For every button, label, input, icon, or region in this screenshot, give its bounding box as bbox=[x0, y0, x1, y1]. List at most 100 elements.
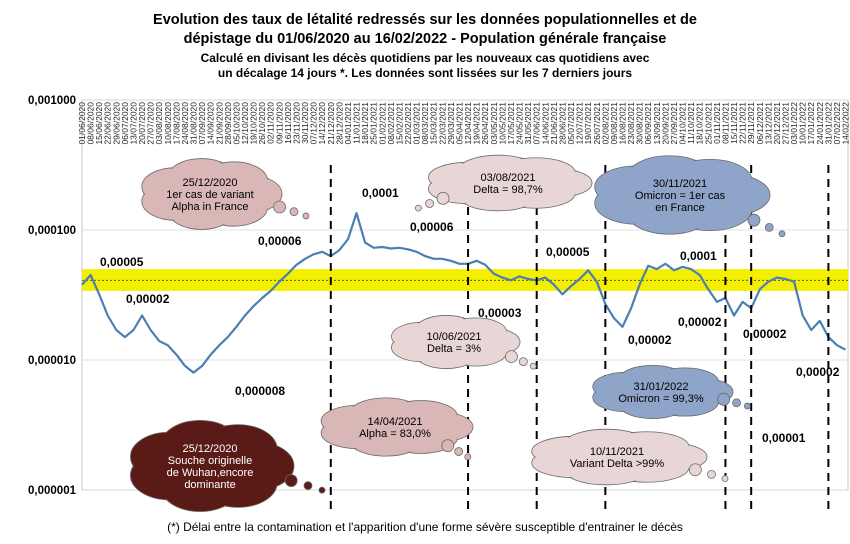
cloud-tail-bubble bbox=[778, 230, 786, 238]
x-tick-label: 16/08/2021 bbox=[617, 102, 627, 145]
x-tick-label: 03/05/2021 bbox=[489, 102, 499, 145]
data-label: 0,00005 bbox=[100, 255, 144, 269]
cloud-tail-bubble bbox=[529, 362, 537, 370]
data-label: 0,00002 bbox=[628, 333, 672, 347]
cloud-text: 03/08/2021 bbox=[480, 172, 535, 184]
x-tick-label: 30/08/2021 bbox=[635, 102, 645, 145]
cloud-core bbox=[159, 171, 261, 217]
x-tick-label: 26/10/2020 bbox=[257, 102, 267, 145]
x-tick-label: 17/01/2022 bbox=[806, 102, 816, 145]
cloud-text: 30/11/2021 bbox=[653, 178, 707, 190]
x-tick-label: 07/06/2021 bbox=[532, 102, 542, 145]
cloud-core bbox=[617, 170, 743, 220]
cloud-text: en France bbox=[655, 202, 705, 214]
cloud-text: 10/11/2021 bbox=[590, 446, 644, 458]
x-tick-label: 18/10/2021 bbox=[695, 102, 705, 145]
cloud-text: Delta = 98,7% bbox=[473, 184, 543, 196]
cloud-core bbox=[340, 408, 450, 446]
x-tick-label: 15/02/2021 bbox=[394, 102, 404, 145]
x-tick-label: 10/08/2020 bbox=[163, 102, 173, 145]
cloud-tail-bubble bbox=[747, 213, 761, 227]
data-label: 0,00003 bbox=[478, 306, 522, 320]
y-tick-label: 0,000010 bbox=[28, 355, 76, 367]
x-tick-label: 20/07/2020 bbox=[137, 102, 147, 145]
x-tick-label: 19/07/2021 bbox=[583, 102, 593, 145]
x-tick-label: 03/08/2020 bbox=[154, 102, 164, 145]
cloud-text: 31/01/2022 bbox=[633, 381, 688, 393]
cloud-tail-bubble bbox=[302, 212, 310, 220]
cloud-text: Souche originelle bbox=[168, 455, 252, 467]
x-tick-label: 24/05/2021 bbox=[515, 102, 525, 145]
cloud-tail-bubble bbox=[464, 453, 472, 461]
cloud-tail-bubble bbox=[764, 222, 774, 232]
cloud-text: Delta = 3% bbox=[427, 343, 481, 355]
x-tick-label: 05/10/2020 bbox=[231, 102, 241, 145]
cloud-text: 25/12/2020 bbox=[182, 177, 237, 189]
x-tick-label: 20/09/2021 bbox=[660, 102, 670, 145]
data-label: 0,00005 bbox=[546, 245, 590, 259]
x-tick-label: 15/03/2021 bbox=[429, 102, 439, 145]
data-label: 0,000008 bbox=[235, 384, 285, 398]
x-tick-label: 07/12/2020 bbox=[309, 102, 319, 145]
data-label: 0,00002 bbox=[743, 327, 787, 341]
x-tick-label: 20/12/2021 bbox=[772, 102, 782, 145]
cloud-tail-bubble bbox=[425, 199, 435, 208]
x-tick-label: 13/07/2020 bbox=[128, 102, 138, 145]
chart-title-line2: dépistage du 01/06/2020 au 16/02/2022 - … bbox=[183, 31, 667, 47]
cloud-tail-bubble bbox=[505, 350, 518, 364]
x-tick-label: 12/10/2020 bbox=[240, 102, 250, 145]
cloud-tail-bubble bbox=[721, 475, 729, 483]
x-tick-label: 08/03/2021 bbox=[420, 102, 430, 145]
x-tick-label: 06/12/2021 bbox=[755, 102, 765, 145]
x-tick-label: 16/11/2020 bbox=[283, 102, 293, 144]
cloud-tail-bubble bbox=[303, 481, 313, 491]
cloud-tail-bubble bbox=[717, 392, 731, 406]
x-tick-label: 10/05/2021 bbox=[497, 102, 507, 145]
data-label: 0,00001 bbox=[762, 431, 806, 445]
x-tick-label: 08/02/2021 bbox=[386, 102, 396, 145]
cloud-text: Variant Delta >99% bbox=[570, 458, 664, 470]
x-tick-label: 23/08/2021 bbox=[626, 102, 636, 145]
x-tick-label: 22/06/2020 bbox=[103, 102, 113, 145]
x-tick-label: 29/03/2021 bbox=[446, 102, 456, 145]
cloud-core bbox=[407, 325, 501, 359]
x-tick-label: 01/11/2021 bbox=[712, 102, 722, 144]
x-tick-label: 22/03/2021 bbox=[437, 102, 447, 145]
cloud-tail-bubble bbox=[688, 463, 702, 477]
cloud-tail-bubble bbox=[284, 474, 298, 488]
cloud-core bbox=[151, 437, 269, 495]
x-tick-label: 02/08/2021 bbox=[600, 102, 610, 145]
cloud-text: 14/04/2021 bbox=[367, 416, 422, 428]
cloud-text: dominante bbox=[184, 479, 235, 491]
x-tick-label: 07/09/2020 bbox=[197, 102, 207, 145]
x-tick-label: 31/05/2021 bbox=[523, 102, 533, 145]
x-tick-label: 12/04/2021 bbox=[463, 102, 473, 145]
chart-subtitle-line2: un décalage 14 jours *. Les données sont… bbox=[217, 66, 633, 80]
x-tick-label: 25/01/2021 bbox=[369, 102, 379, 145]
x-tick-label: 29/11/2021 bbox=[746, 102, 756, 144]
x-tick-label: 31/08/2020 bbox=[189, 102, 199, 145]
x-tick-label: 14/02/2022 bbox=[841, 102, 850, 145]
x-tick-label: 26/07/2021 bbox=[592, 102, 602, 145]
x-tick-label: 14/12/2020 bbox=[317, 102, 327, 145]
data-label: 0,00006 bbox=[410, 220, 454, 234]
cloud-text: 1er cas de variant bbox=[166, 189, 253, 201]
cloud-core bbox=[449, 165, 567, 201]
x-tick-label: 11/10/2021 bbox=[686, 102, 696, 144]
data-label: 0,0001 bbox=[362, 186, 399, 200]
cloud-tail-bubble bbox=[441, 439, 455, 453]
chart-subtitle-line1: Calculé en divisant les décès quotidiens… bbox=[200, 51, 650, 65]
cloud-tail-bubble bbox=[289, 207, 299, 217]
x-tick-label: 05/04/2021 bbox=[454, 102, 464, 145]
y-tick-label: 0,001000 bbox=[28, 95, 76, 107]
cloud-text: Alpha in France bbox=[171, 201, 248, 213]
cloud-tail-bubble bbox=[436, 191, 450, 205]
